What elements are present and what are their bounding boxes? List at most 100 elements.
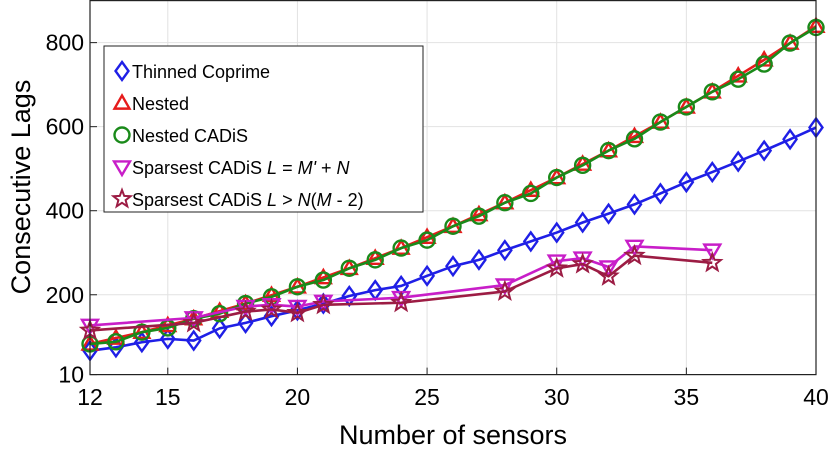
data-point [574, 211, 591, 234]
data-point [133, 323, 151, 341]
data-point [598, 260, 619, 278]
data-point [445, 255, 461, 278]
legend-entry: Thinned Coprime [114, 59, 270, 83]
data-point [546, 254, 567, 272]
data-point [418, 231, 436, 249]
data-point [755, 55, 773, 73]
y-tick-label: 800 [46, 30, 84, 56]
data-point [704, 160, 721, 184]
legend-marker [114, 59, 130, 83]
data-point [496, 239, 513, 262]
data-point [597, 264, 620, 286]
data-point [392, 239, 410, 257]
legend-entry: Sparsest CADiS L = M' + N [111, 158, 351, 178]
x-tick-label: 12 [77, 384, 103, 410]
data-point [287, 299, 308, 317]
data-point [522, 230, 539, 253]
data-point [313, 267, 333, 285]
data-point [470, 207, 488, 225]
data-point [389, 290, 413, 313]
data-point [728, 65, 748, 83]
data-point [182, 311, 205, 333]
data-point [545, 256, 568, 278]
axis-ticks: 12 15 20 25 30 35 40 10 200 400 600 800 [46, 30, 829, 410]
legend: Thinned Coprime Nested Nested CADiS Sparses… [103, 45, 424, 213]
data-point [703, 83, 721, 101]
data-point [417, 227, 437, 245]
plot-area-frame [89, 0, 817, 376]
data-point [677, 98, 696, 116]
y-tick-label: 600 [46, 114, 84, 140]
data-point [756, 139, 773, 162]
data-point [106, 328, 126, 345]
data-point [286, 300, 309, 323]
legend-label: Nested [132, 94, 189, 114]
data-point [493, 279, 517, 301]
data-point [470, 248, 487, 271]
data-point [652, 182, 669, 205]
data-point [651, 113, 670, 131]
data-point [419, 264, 436, 287]
data-point [314, 271, 333, 289]
data-point [548, 168, 566, 187]
data-point [781, 34, 799, 52]
data-point [522, 184, 540, 203]
x-tick-label: 20 [285, 384, 311, 410]
legend-label: Thinned Coprime [132, 62, 270, 82]
data-point [211, 317, 228, 340]
data-point [340, 259, 358, 277]
series-line [89, 254, 713, 332]
x-tick-label: 25 [414, 384, 440, 410]
series-line [89, 126, 817, 352]
data-point [678, 171, 695, 194]
plot-series [78, 16, 826, 362]
data-point [444, 217, 462, 235]
y-tick-label: 400 [46, 198, 84, 224]
y-tick-label: 10 [58, 362, 84, 388]
data-point [288, 278, 307, 296]
legend-box [103, 45, 424, 213]
data-point [159, 327, 176, 350]
legend-marker [111, 160, 133, 178]
legend-entry: Nested [112, 93, 189, 114]
y-tick-label: 200 [46, 282, 84, 308]
series-5 [78, 243, 724, 341]
data-point [730, 150, 747, 173]
data-point [702, 243, 723, 261]
data-point [729, 70, 747, 88]
data-point [494, 278, 515, 296]
x-tick-label: 30 [544, 384, 570, 410]
data-point [496, 194, 514, 212]
x-tick-label: 35 [674, 384, 700, 410]
data-point [624, 239, 645, 257]
data-point [366, 251, 384, 269]
data-point [701, 250, 724, 273]
data-point [237, 311, 254, 334]
data-point [234, 299, 257, 322]
legend-label: Nested CADiS [132, 126, 248, 146]
legend-label: Sparsest CADiS L = M' + N [132, 158, 351, 178]
legend-entry: Nested CADiS [113, 126, 248, 146]
x-tick-label: 15 [155, 384, 181, 410]
legend-entry: Sparsest CADiS L > N(M - 2) [110, 187, 364, 210]
data-point [107, 333, 125, 351]
y-axis-label: Consecutive Lags [6, 80, 36, 295]
data-point [521, 180, 541, 197]
legend-label: Sparsest CADiS L > N(M - 2) [132, 190, 364, 210]
data-point [260, 297, 283, 320]
data-point [548, 221, 565, 244]
data-point [623, 243, 646, 266]
data-point [626, 193, 643, 216]
data-point [599, 141, 618, 160]
legend-marker [113, 126, 131, 144]
data-point [312, 293, 335, 315]
x-tick-label: 40 [803, 384, 829, 410]
x-axis-label: Number of sensors [339, 420, 567, 450]
data-point [782, 128, 799, 151]
data-point [571, 252, 594, 274]
legend-marker [112, 93, 132, 110]
data-point [185, 329, 202, 352]
data-point [625, 130, 644, 148]
data-point [573, 156, 592, 175]
